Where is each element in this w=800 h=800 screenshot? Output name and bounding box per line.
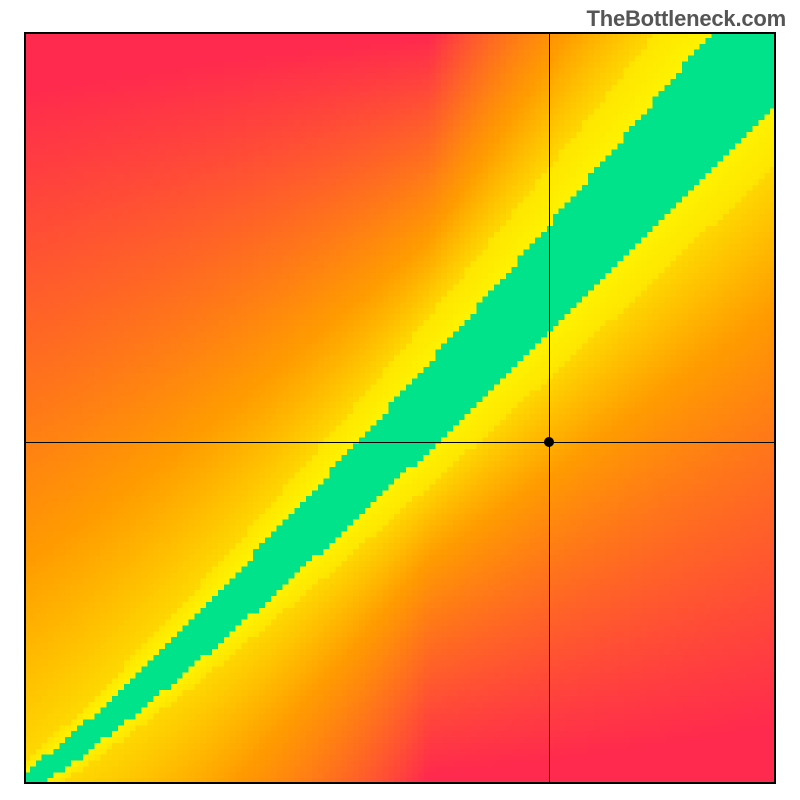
chart-container: TheBottleneck.com <box>0 0 800 800</box>
bottleneck-heatmap <box>24 32 776 784</box>
watermark-label: TheBottleneck.com <box>586 6 786 32</box>
